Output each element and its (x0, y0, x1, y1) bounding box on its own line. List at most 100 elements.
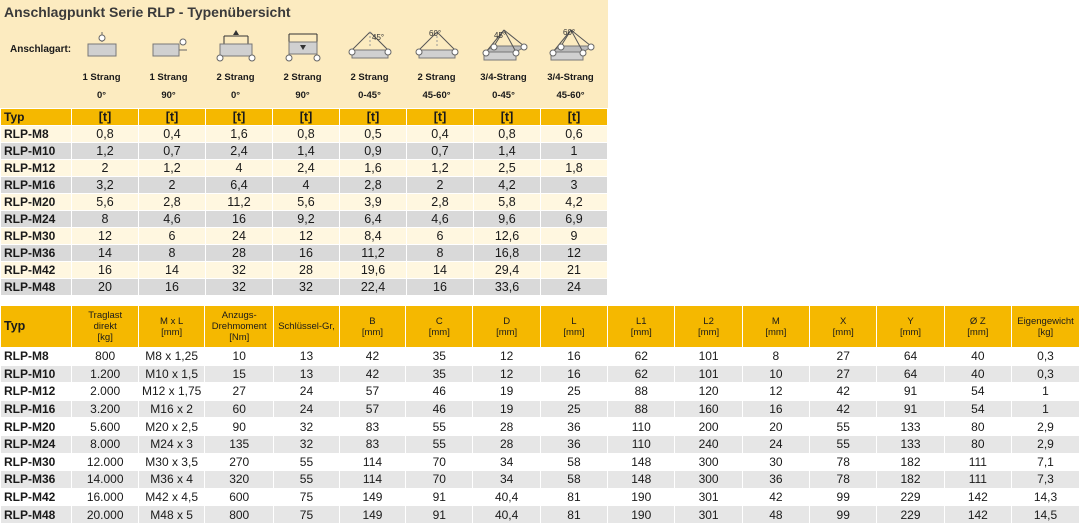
table-cell: 3 (540, 176, 608, 194)
header-line: B (369, 315, 376, 327)
table-cell: 320 (204, 470, 275, 489)
table-cell: 2,5 (473, 159, 541, 177)
table-cell: 600 (204, 487, 275, 507)
table-cell: 75 (273, 487, 340, 507)
header-cell: X [mm] (809, 305, 878, 348)
header-line: Typ (4, 319, 26, 333)
table-row: RLP-M30 12 6 24 12 8,4 6 12,6 9 (0, 227, 608, 245)
table-cell: 0,7 (406, 142, 474, 160)
table-cell: 2 (406, 176, 474, 194)
header-cell: L [mm] (539, 305, 609, 348)
header-line: [mm] (967, 326, 989, 338)
two-strand-vertical-icon (216, 30, 255, 62)
table-row: RLP-M36 14 8 28 16 11,2 8 16,8 12 (0, 244, 608, 262)
table-cell: RLP-M8 (0, 125, 72, 143)
table-cell: 35 (405, 364, 474, 384)
table-cell: 14,3 (1010, 487, 1080, 507)
table-cell: 24 (205, 227, 273, 245)
table-row: RLP-M42 16.000 M42 x 4,5 600 75 149 91 40,4 81 19… (0, 487, 1080, 507)
table-cell: 20 (71, 278, 139, 296)
table-cell: 5,6 (71, 193, 139, 211)
table-cell: 101 (674, 364, 743, 384)
table-cell: 142 (943, 487, 1012, 507)
table-cell: M8 x 1,25 (137, 347, 206, 366)
table-cell: 1,2 (406, 159, 474, 177)
table-cell: 55 (809, 434, 878, 454)
header-line: [mm] (563, 326, 585, 338)
table-cell: 1,4 (272, 142, 340, 160)
table-row: RLP-M12 2.000 M12 x 1,75 27 24 57 46 19 25 88 120 1… (0, 382, 1080, 401)
table-cell: 25 (539, 399, 609, 419)
table-cell: 182 (876, 470, 945, 489)
table-cell: 133 (876, 434, 945, 454)
table-cell: 91 (405, 505, 474, 524)
table-cell: 28 (205, 244, 273, 262)
table-cell: 16.000 (71, 487, 139, 507)
table-cell: M48 x 5 (137, 505, 206, 524)
table-cell: 36 (741, 470, 811, 489)
table-cell: M16 x 2 (137, 399, 206, 419)
table-cell: 12,6 (473, 227, 541, 245)
table-cell: 48 (741, 505, 811, 524)
header-line: [mm] (832, 326, 854, 338)
table-cell: 3,9 (339, 193, 407, 211)
header-line: M (771, 315, 780, 327)
table-cell: 133 (876, 417, 945, 436)
header-cell: [t] (71, 108, 139, 126)
table-cell: RLP-M48 (0, 505, 73, 524)
load-overview-panel: Anschlagpunkt Serie RLP - Typenübersicht… (0, 0, 608, 296)
table-cell: 9 (540, 227, 608, 245)
table-cell: 0,4 (138, 125, 206, 143)
sling-column: 45° 3/4-Strang 0-45° (470, 26, 537, 101)
table-cell: 4,6 (406, 210, 474, 228)
table-cell: 32 (272, 278, 340, 296)
table-row: RLP-M48 20.000 M48 x 5 800 75 149 91 40,4 81 190 3… (0, 505, 1080, 524)
table-cell: 7,1 (1010, 452, 1080, 472)
table-cell: 3,2 (71, 176, 139, 194)
table-cell: 2 (71, 159, 139, 177)
table-cell: 78 (809, 452, 878, 472)
table-cell: 16 (539, 364, 609, 384)
svg-text:45°: 45° (494, 31, 506, 40)
four-strand-45-icon: 45° (481, 29, 528, 61)
table-cell: 32 (273, 434, 340, 454)
table-cell: 101 (674, 347, 743, 366)
table-cell: 14,5 (1010, 505, 1080, 524)
header-cell: L2 [mm] (674, 305, 743, 348)
header-line: Traglast (88, 310, 123, 321)
sling-type-columns: 1 Strang 0° 1 Strang 90° 2 S (68, 26, 608, 108)
table-cell: 11,2 (205, 193, 273, 211)
header-cell: Y [mm] (876, 305, 945, 348)
table-cell: 28 (272, 261, 340, 279)
table-cell: 16,8 (473, 244, 541, 262)
table-cell: 0,3 (1010, 347, 1080, 366)
table-cell: 2.000 (71, 382, 139, 401)
header-cell: Schlüssel-Gr, (273, 305, 340, 348)
table-cell: 0,7 (138, 142, 206, 160)
header-line: [kg] (1037, 326, 1054, 338)
load-capacity-table: Typ [t] [t] [t] [t] [t] [t] [t] [t] RLP-M8 0,8 0,4 1… (0, 108, 608, 296)
header-cell: M x L [mm] (137, 305, 206, 348)
table-cell: 148 (607, 470, 676, 489)
header-cell: [t] (473, 108, 541, 126)
table-cell: 28 (472, 417, 541, 436)
table-cell: 19 (472, 382, 541, 401)
table-cell: 4 (272, 176, 340, 194)
table-row: RLP-M24 8 4,6 16 9,2 6,4 4,6 9,6 6,9 (0, 210, 608, 228)
table-row: RLP-M20 5.600 M20 x 2,5 90 32 83 55 28 36 110 200 2… (0, 417, 1080, 436)
table-cell: RLP-M20 (0, 193, 72, 211)
table-cell: 32 (205, 261, 273, 279)
table-cell: 57 (338, 382, 407, 401)
table-cell: 24 (540, 278, 608, 296)
table-cell: 0,8 (71, 125, 139, 143)
table-cell: M10 x 1,5 (137, 364, 206, 384)
table-cell: 40 (943, 347, 1012, 366)
table-row: RLP-M10 1,2 0,7 2,4 1,4 0,9 0,7 1,4 1 (0, 142, 608, 160)
header-line: direkt (93, 321, 117, 332)
table-row: RLP-M8 0,8 0,4 1,6 0,8 0,5 0,4 0,8 0,6 (0, 125, 608, 143)
table-cell: 1,2 (71, 142, 139, 160)
header-line: [Nm] (229, 332, 250, 343)
table-cell: 78 (809, 470, 878, 489)
table-cell: 90 (204, 417, 275, 436)
table-cell: 12 (272, 227, 340, 245)
